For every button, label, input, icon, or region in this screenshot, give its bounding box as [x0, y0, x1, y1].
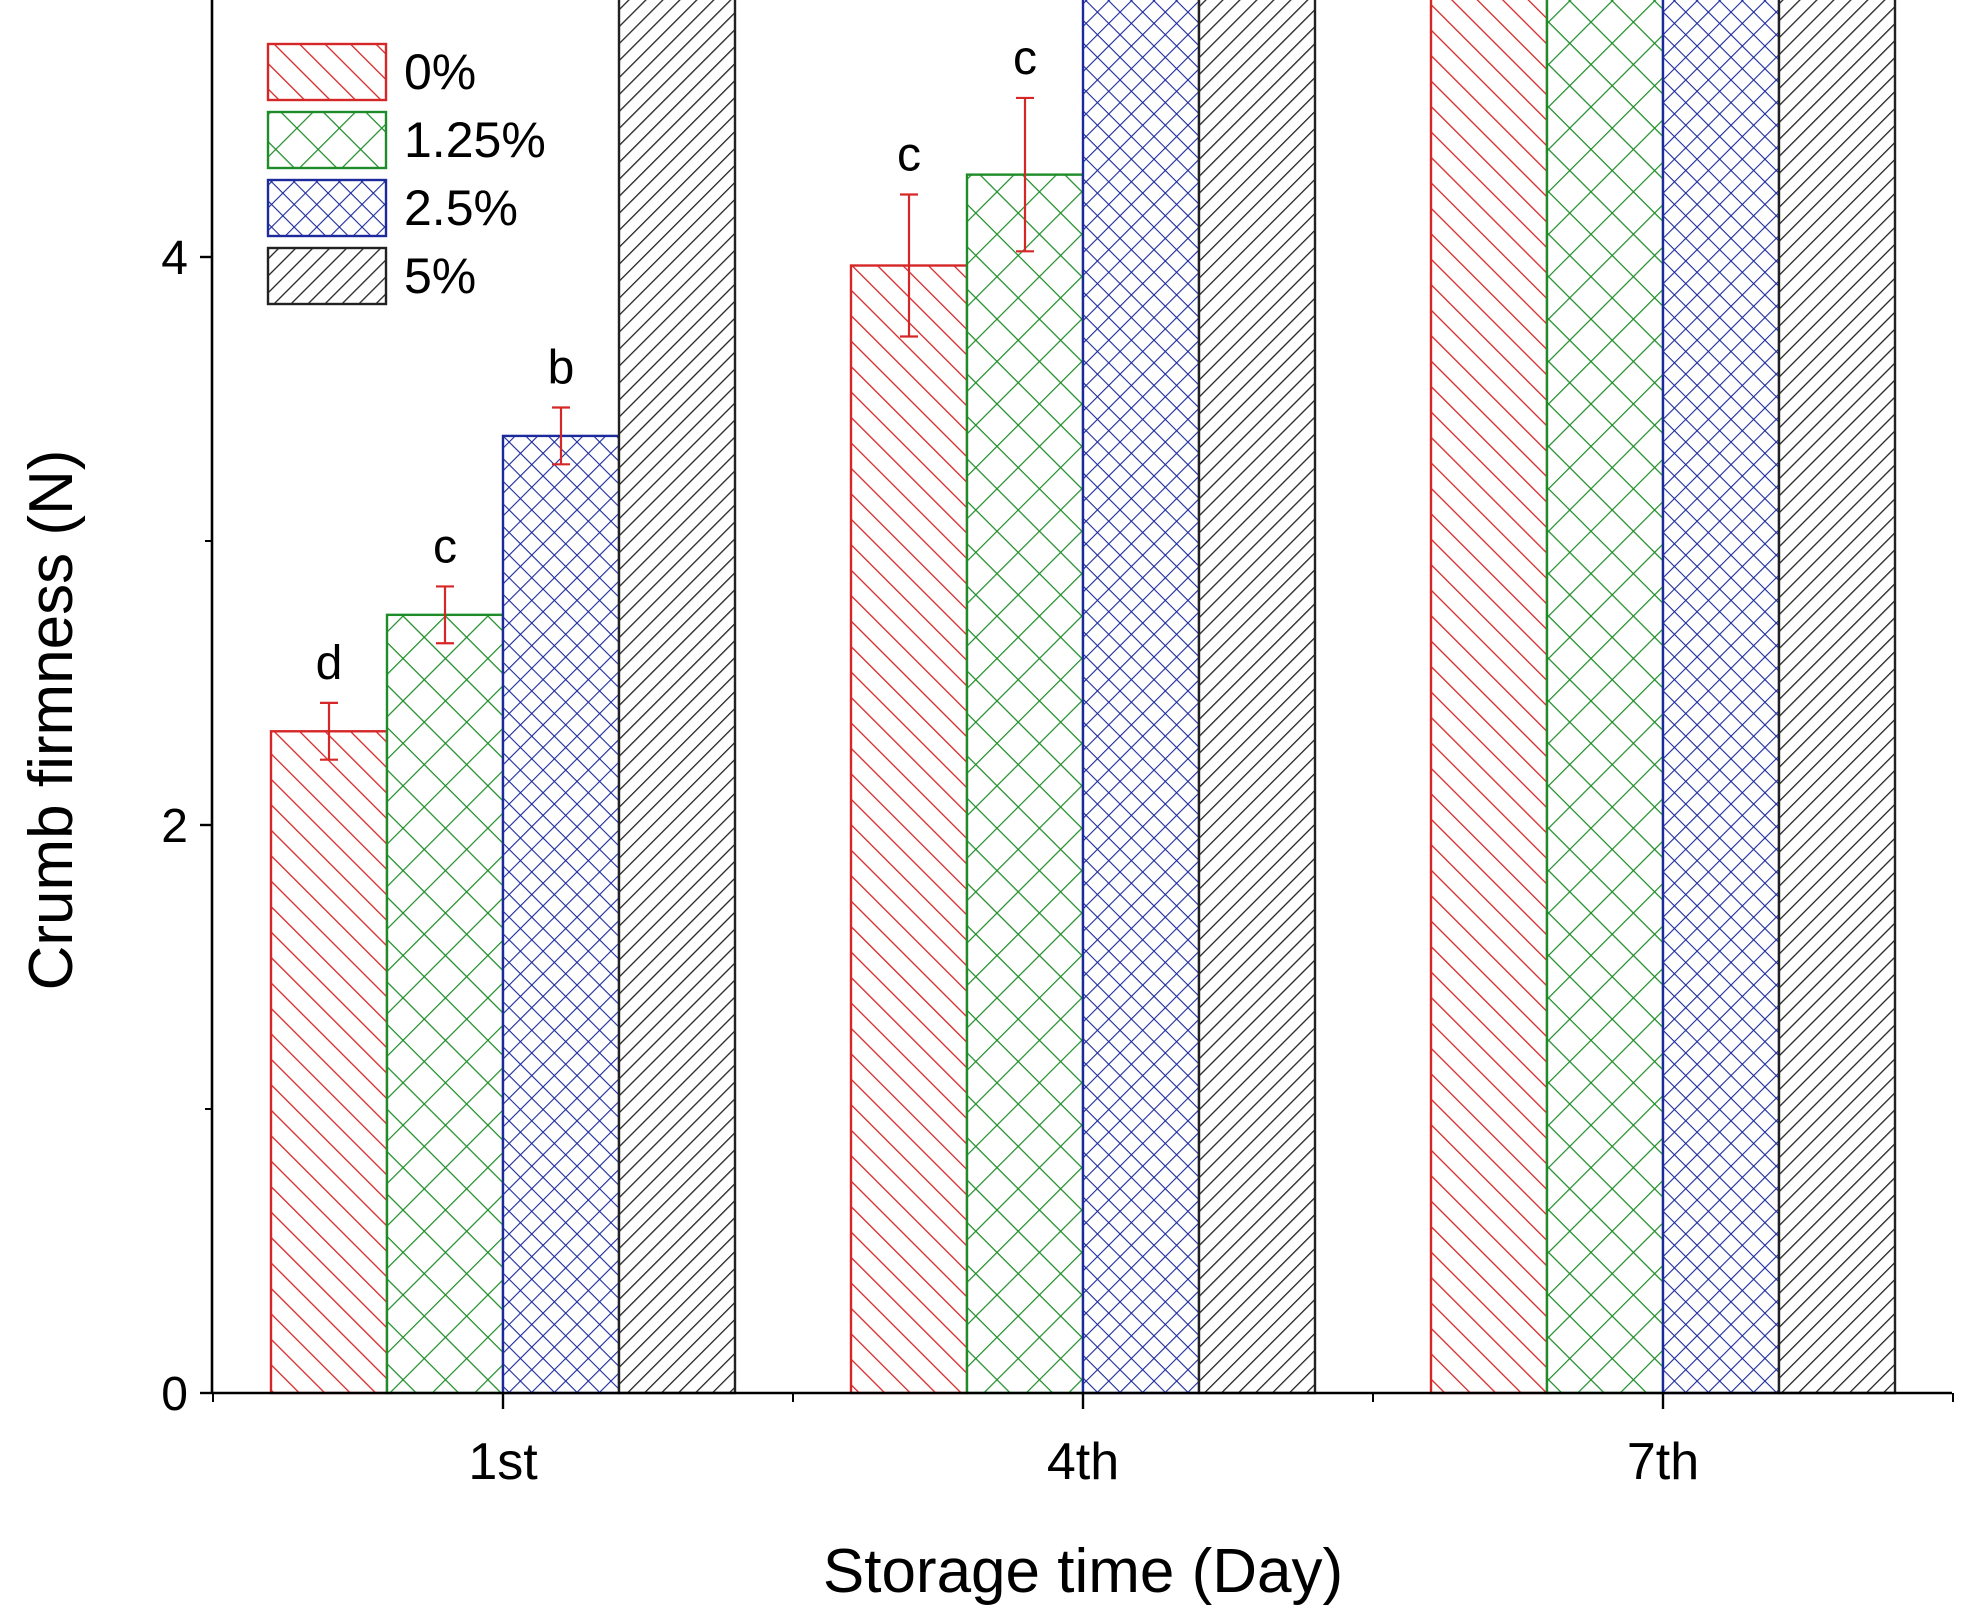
- bar-4th-1.25%: [965, 173, 1085, 1395]
- significance-letter-1st-1.25%: c: [433, 520, 457, 573]
- bar-4th-2.5%: [1081, 0, 1201, 1395]
- legend-swatch-2.5%: [266, 178, 388, 238]
- y-tick-label: 0: [161, 1368, 188, 1421]
- legend-label-0%: 0%: [404, 44, 476, 100]
- x-axis-title: Storage time (Day): [823, 1537, 1343, 1606]
- bar-4th-0%: [849, 264, 969, 1395]
- x-category-label: 4th: [1047, 1433, 1119, 1491]
- bar-4th-5%: [1197, 0, 1317, 1395]
- bar-1st-2.5%: [501, 434, 621, 1395]
- significance-letter-1st-2.5%: b: [548, 342, 575, 395]
- bar-7th-0%: [1429, 0, 1549, 1395]
- legend-swatch-1.25%: [266, 110, 388, 170]
- x-category-label: 7th: [1627, 1433, 1699, 1491]
- axes-layer: 024681st4th7th: [161, 0, 1954, 1491]
- significance-letters-layer: dccccbcbbbaaa: [316, 32, 1037, 690]
- y-tick-label: 4: [161, 232, 188, 285]
- bar-7th-2.5%: [1661, 0, 1781, 1395]
- x-category-label: 1st: [468, 1433, 538, 1491]
- bars-layer: [269, 0, 1897, 1395]
- bar-7th-1.25%: [1545, 0, 1665, 1395]
- error-bars-layer: [320, 96, 1034, 761]
- bar-1st-1.25%: [385, 613, 505, 1395]
- legend-label-1.25%: 1.25%: [404, 112, 546, 168]
- y-tick-label: 2: [161, 800, 188, 853]
- bar-7th-5%: [1777, 0, 1897, 1395]
- bar-1st-5%: [617, 0, 737, 1395]
- bar-1st-0%: [269, 730, 389, 1395]
- legend-label-5%: 5%: [404, 248, 476, 304]
- significance-letter-1st-0%: d: [316, 637, 343, 690]
- legend-label-2.5%: 2.5%: [404, 180, 518, 236]
- significance-letter-4th-1.25%: c: [1013, 32, 1037, 85]
- legend-layer: 0% 1.25% 2.5% 5%: [266, 42, 546, 306]
- legend-swatch-0%: [266, 42, 388, 102]
- y-axis-title: Crumb firmness (N): [17, 450, 86, 991]
- significance-letter-4th-0%: c: [897, 129, 921, 182]
- legend-swatch-5%: [266, 246, 388, 306]
